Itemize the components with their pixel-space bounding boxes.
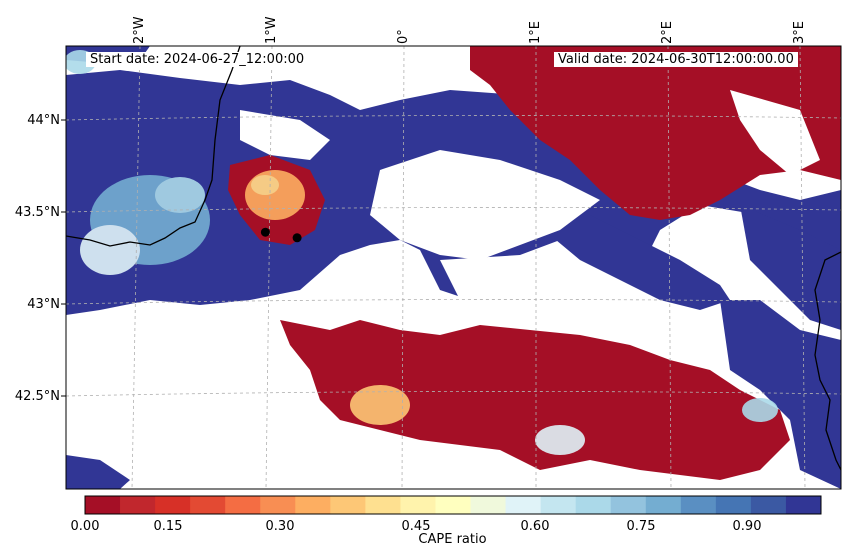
colorbar-segment xyxy=(260,496,296,514)
colorbar-tick-label: 0.75 xyxy=(626,519,656,534)
map-frame xyxy=(65,45,842,490)
colorbar-segment xyxy=(505,496,542,514)
start-date-label: Start date: 2024-06-27_12:00:00 xyxy=(86,52,309,67)
colorbar-tick-label: 0.15 xyxy=(153,519,183,534)
colorbar-segment xyxy=(435,496,472,514)
colorbar-segment xyxy=(575,496,612,514)
lat-label-44n: 44°N xyxy=(27,113,60,128)
colorbar-segment xyxy=(785,496,822,514)
colorbar-segment xyxy=(610,496,647,514)
lat-label-42-5n: 42.5°N xyxy=(14,389,60,404)
lon-label-3e: 3°E xyxy=(792,21,807,44)
lon-label-0: 0° xyxy=(396,29,411,44)
colorbar-segment xyxy=(225,496,261,514)
marker-station-a xyxy=(260,227,270,237)
colorbar-segment xyxy=(85,496,121,514)
colorbar-segment xyxy=(365,496,401,514)
colorbar-segment xyxy=(190,496,226,514)
lat-label-43n: 43°N xyxy=(27,297,60,312)
colorbar-tick-label: 0.90 xyxy=(732,519,762,534)
colorbar-segment xyxy=(155,496,191,514)
colorbar-segment xyxy=(645,496,682,514)
colorbar-segment xyxy=(330,496,366,514)
colorbar-segment xyxy=(400,496,436,514)
colorbar-segment xyxy=(295,496,331,514)
valid-date-label: Valid date: 2024-06-30T12:00:00.00 xyxy=(554,52,798,67)
coastline xyxy=(66,46,841,471)
colorbar-segment xyxy=(120,496,156,514)
colorbar-segment xyxy=(680,496,717,514)
graticule xyxy=(66,46,841,489)
colorbar-segment xyxy=(750,496,787,514)
colorbar-tick-label: 0.60 xyxy=(520,519,550,534)
axis-ticks xyxy=(61,119,66,397)
colorbar-frame xyxy=(84,495,822,515)
lat-label-43-5n: 43.5°N xyxy=(14,205,60,220)
colorbar-tick-label: 0.45 xyxy=(401,519,431,534)
colorbar xyxy=(85,496,822,514)
colorbar-segment xyxy=(540,496,577,514)
colorbar-segment xyxy=(470,496,507,514)
lon-label-1e: 1°E xyxy=(528,21,543,44)
colorbar-segment xyxy=(715,496,752,514)
no-data-gaps xyxy=(240,90,820,320)
mid-ratio-patches xyxy=(66,50,778,455)
colorbar-tick-label: 0.30 xyxy=(265,519,295,534)
lon-label-2e: 2°E xyxy=(660,21,675,44)
marker-layer xyxy=(260,227,302,243)
lon-label-2w: 2°W xyxy=(132,16,147,44)
colorbar-title: CAPE ratio xyxy=(418,532,487,547)
lon-label-1w: 1°W xyxy=(264,16,279,44)
colorbar-tick-label: 0.00 xyxy=(70,519,100,534)
marker-station-b xyxy=(292,233,302,243)
